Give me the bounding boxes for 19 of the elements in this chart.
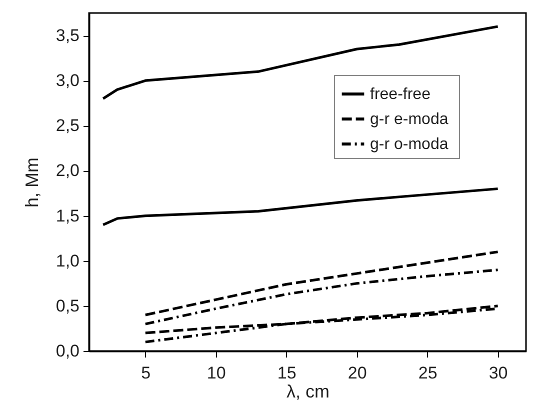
x-tick-label: 10 [206,364,226,382]
x-tick-label: 20 [348,364,367,382]
y-axis-title: h, Mm [22,157,42,208]
legend-label: free-free [370,86,431,103]
legend-label: g-r e-moda [370,111,448,128]
y-tick-label: 1,0 [56,251,80,270]
x-tick-label: 15 [277,364,296,382]
y-tick-label: 2,5 [56,116,80,136]
y-tick-label: 1,5 [56,206,80,226]
y-tick-label: 3,5 [56,26,80,46]
y-tick-label: 2,0 [56,161,80,180]
y-tick-label: 0,5 [56,296,80,316]
x-tick-label: 5 [141,364,151,382]
x-axis-title: λ, cm [286,382,330,402]
x-tick-label: 25 [418,364,438,382]
y-tick-label: 0,0 [56,342,80,360]
legend-label: g-r o-moda [370,136,448,153]
y-tick-label: 3,0 [56,71,80,90]
x-tick-label: 30 [488,364,508,382]
